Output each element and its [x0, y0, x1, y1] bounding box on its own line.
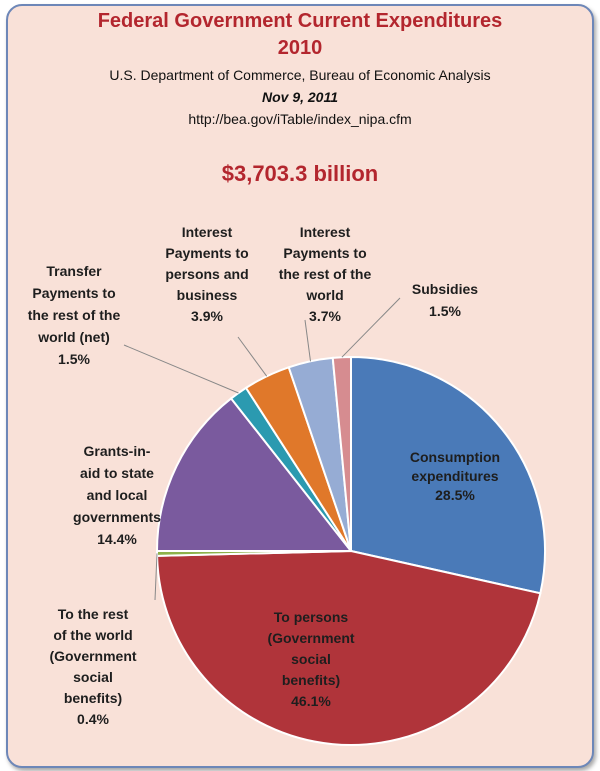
- label-grants: Grants-in-aid to state and local governmen…: [73, 443, 161, 547]
- slice-to-persons: [156, 549, 542, 747]
- chart-title-line2: 2010: [278, 37, 323, 59]
- label-to-persons: To persons (Government social benefits) 46.1…: [267, 609, 354, 709]
- label-transfer: Transfer Payments to the rest of the world …: [28, 263, 121, 367]
- source-text: U.S. Department of Commerce, Bureau of E…: [109, 67, 490, 83]
- url-text: http://bea.gov/iTable/index_nipa.cfm: [188, 111, 411, 127]
- leader-interest-world: [304, 319, 311, 362]
- leader-interest-persons: [237, 336, 268, 377]
- total-text: $3,703.3 billion: [222, 161, 379, 186]
- slice-consumption: [350, 355, 546, 595]
- leader-transfer: [123, 344, 239, 394]
- date-text: Nov 9, 2011: [262, 89, 338, 105]
- label-consumption: Consumption expenditures 28.5%: [410, 449, 500, 503]
- slice-grants: [155, 397, 354, 552]
- chart-title-line1: Federal Government Current Expenditures: [98, 10, 503, 32]
- slice-subsidies: [331, 355, 352, 552]
- label-interest-world: Interest Payments to the rest of the world 3…: [279, 224, 372, 324]
- leader-subsidies: [341, 297, 401, 358]
- label-interest-persons: Interest Payments to persons and business 3.…: [165, 224, 248, 324]
- leader-rest-of-world: [154, 553, 158, 601]
- label-rest-of-world-benefits: To the rest of the world (Government social…: [49, 606, 136, 727]
- label-subsidies: Subsidies 1.5%: [412, 281, 478, 319]
